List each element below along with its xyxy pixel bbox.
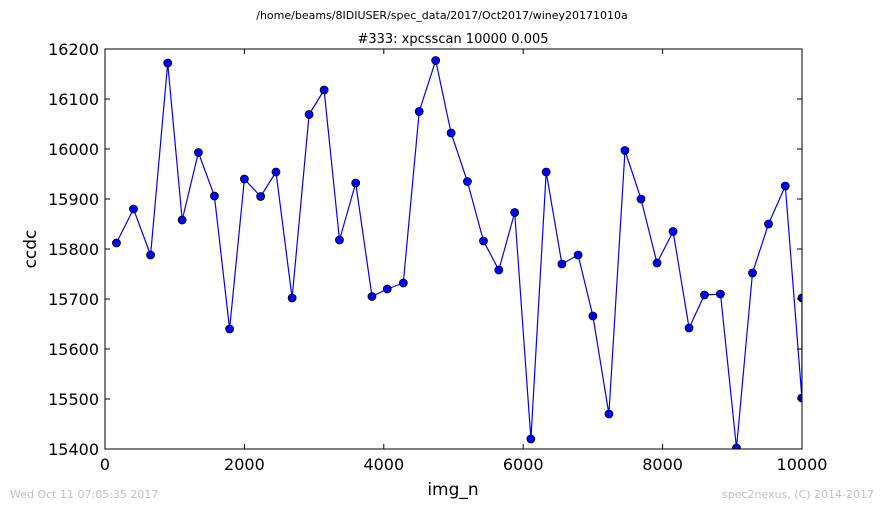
data-point bbox=[526, 434, 536, 444]
data-point bbox=[764, 219, 773, 229]
x-tick-label: 8000 bbox=[642, 455, 683, 474]
y-axis-label: ccdc bbox=[21, 230, 41, 269]
data-point bbox=[398, 278, 408, 288]
data-point bbox=[716, 289, 725, 299]
data-point bbox=[225, 324, 235, 334]
chart-title: #333: xpcsscan 10000 0.005 bbox=[357, 32, 548, 47]
data-point bbox=[780, 181, 790, 191]
data-point bbox=[177, 215, 187, 225]
data-point bbox=[112, 238, 121, 248]
data-point bbox=[335, 235, 344, 245]
y-tick-label: 15700 bbox=[48, 290, 99, 309]
chart-suptitle: /home/beams/8IDIUSER/spec_data/2017/Oct2… bbox=[256, 9, 628, 22]
data-point bbox=[797, 293, 802, 303]
data-point bbox=[732, 443, 741, 449]
series-line bbox=[115, 58, 802, 449]
data-point bbox=[304, 110, 314, 119]
data-point bbox=[351, 178, 361, 188]
data-point bbox=[146, 250, 155, 260]
data-point bbox=[287, 293, 297, 303]
x-tick-label: 0 bbox=[100, 455, 110, 474]
data-point bbox=[620, 146, 630, 155]
data-point bbox=[256, 192, 266, 201]
data-point bbox=[129, 204, 138, 214]
data-point bbox=[494, 265, 504, 275]
data-point bbox=[748, 268, 757, 278]
data-point bbox=[479, 236, 488, 246]
y-tick-label: 15600 bbox=[48, 340, 99, 359]
y-tick-label: 15900 bbox=[48, 190, 99, 209]
data-point bbox=[668, 227, 678, 236]
data-point bbox=[636, 194, 646, 204]
data-point bbox=[163, 58, 173, 68]
data-point bbox=[319, 85, 329, 95]
data-point bbox=[652, 258, 662, 268]
x-axis-label: img_n bbox=[427, 480, 478, 500]
data-point bbox=[700, 290, 709, 300]
x-tick-label: 10000 bbox=[777, 455, 828, 474]
data-point bbox=[557, 259, 567, 269]
x-tick-label: 6000 bbox=[503, 455, 544, 474]
y-tick-label: 16200 bbox=[48, 40, 99, 59]
y-tick-label: 16100 bbox=[48, 90, 99, 109]
footer-credit: spec2nexus, (C) 2014-2017 bbox=[722, 488, 874, 501]
y-tick-label: 15400 bbox=[48, 440, 99, 459]
data-point bbox=[271, 167, 281, 177]
data-point bbox=[431, 56, 441, 65]
data-point bbox=[382, 284, 392, 294]
data-point bbox=[193, 148, 203, 157]
data-point bbox=[367, 292, 377, 301]
data-point bbox=[446, 128, 456, 138]
footer-timestamp: Wed Oct 11 07:05:35 2017 bbox=[10, 488, 158, 501]
data-point bbox=[541, 167, 551, 177]
x-tick-label: 2000 bbox=[224, 455, 265, 474]
plot-frame bbox=[104, 48, 803, 450]
data-point bbox=[510, 208, 520, 217]
data-point bbox=[684, 323, 694, 333]
data-point bbox=[210, 191, 219, 201]
x-tick-label: 4000 bbox=[363, 455, 404, 474]
data-point bbox=[573, 250, 583, 260]
data-point bbox=[414, 107, 424, 116]
data-point bbox=[239, 174, 249, 184]
y-tick-label: 16000 bbox=[48, 140, 99, 159]
plot-area: 0 2000 4000 6000 8000 10000 15400 15500 15600 157… bbox=[48, 40, 827, 474]
y-tick-label: 15500 bbox=[48, 390, 99, 409]
data-point bbox=[604, 409, 614, 419]
data-point bbox=[463, 177, 472, 186]
data-point bbox=[588, 311, 598, 321]
y-tick-label: 15800 bbox=[48, 240, 99, 259]
